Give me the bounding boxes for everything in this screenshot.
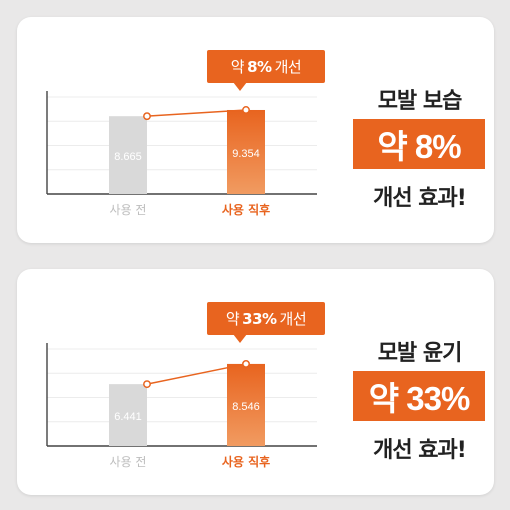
trend-point — [143, 112, 151, 121]
trend-point — [242, 359, 250, 368]
x-tick-label: 사용 직후 — [222, 454, 270, 469]
callout-suffix: 개선 — [274, 58, 302, 76]
bar — [227, 109, 265, 194]
bar-value-label: 6.441 — [114, 411, 142, 423]
summary-title: 모발 윤기 — [377, 341, 463, 366]
bar-value-label: 9.354 — [232, 148, 260, 160]
bar — [109, 384, 147, 446]
bar — [109, 116, 147, 194]
x-tick-label: 사용 전 — [110, 455, 147, 469]
improvement-callout: 약 8% 개선 — [207, 50, 325, 91]
trend-point — [143, 380, 151, 389]
x-tick-label: 사용 전 — [110, 203, 147, 217]
summary-caption: 개선 효과! — [373, 186, 467, 211]
summary-panel: 모발 보습 약 8% 개선 효과! — [345, 17, 494, 243]
x-tick-label: 사용 직후 — [222, 202, 270, 217]
summary-highlight: 약 33% — [353, 371, 485, 421]
callout-prefix: 약 — [230, 58, 245, 76]
improvement-callout: 약 33% 개선 — [207, 302, 325, 343]
chart-card-shine: 6.441 사용 전 8.546 사용 직후 약 33% 개선 모발 윤기 약 33%… — [17, 269, 494, 495]
bar-value-label: 8.665 — [114, 151, 142, 163]
callout-value: 33% — [242, 309, 277, 328]
trend-line — [146, 109, 247, 117]
chart-card-moisture: 8.665 사용 전 9.354 사용 직후 약 8% 개선 모발 보습 약 8% 개… — [17, 17, 494, 243]
summary-title: 모발 보습 — [377, 89, 463, 114]
trend-line — [146, 363, 247, 385]
summary-caption: 개선 효과! — [373, 438, 467, 463]
bar-chart: 8.665 사용 전 9.354 사용 직후 — [46, 91, 317, 217]
trend-point — [242, 106, 250, 114]
callout-prefix: 약 — [225, 310, 240, 328]
bar-chart: 6.441 사용 전 8.546 사용 직후 — [46, 343, 317, 469]
callout-suffix: 개선 — [279, 310, 307, 328]
summary-highlight: 약 8% — [353, 119, 485, 169]
callout-value: 8% — [247, 57, 272, 76]
summary-panel: 모발 윤기 약 33% 개선 효과! — [345, 269, 494, 495]
bar — [227, 363, 265, 446]
bar-value-label: 8.546 — [232, 401, 260, 413]
